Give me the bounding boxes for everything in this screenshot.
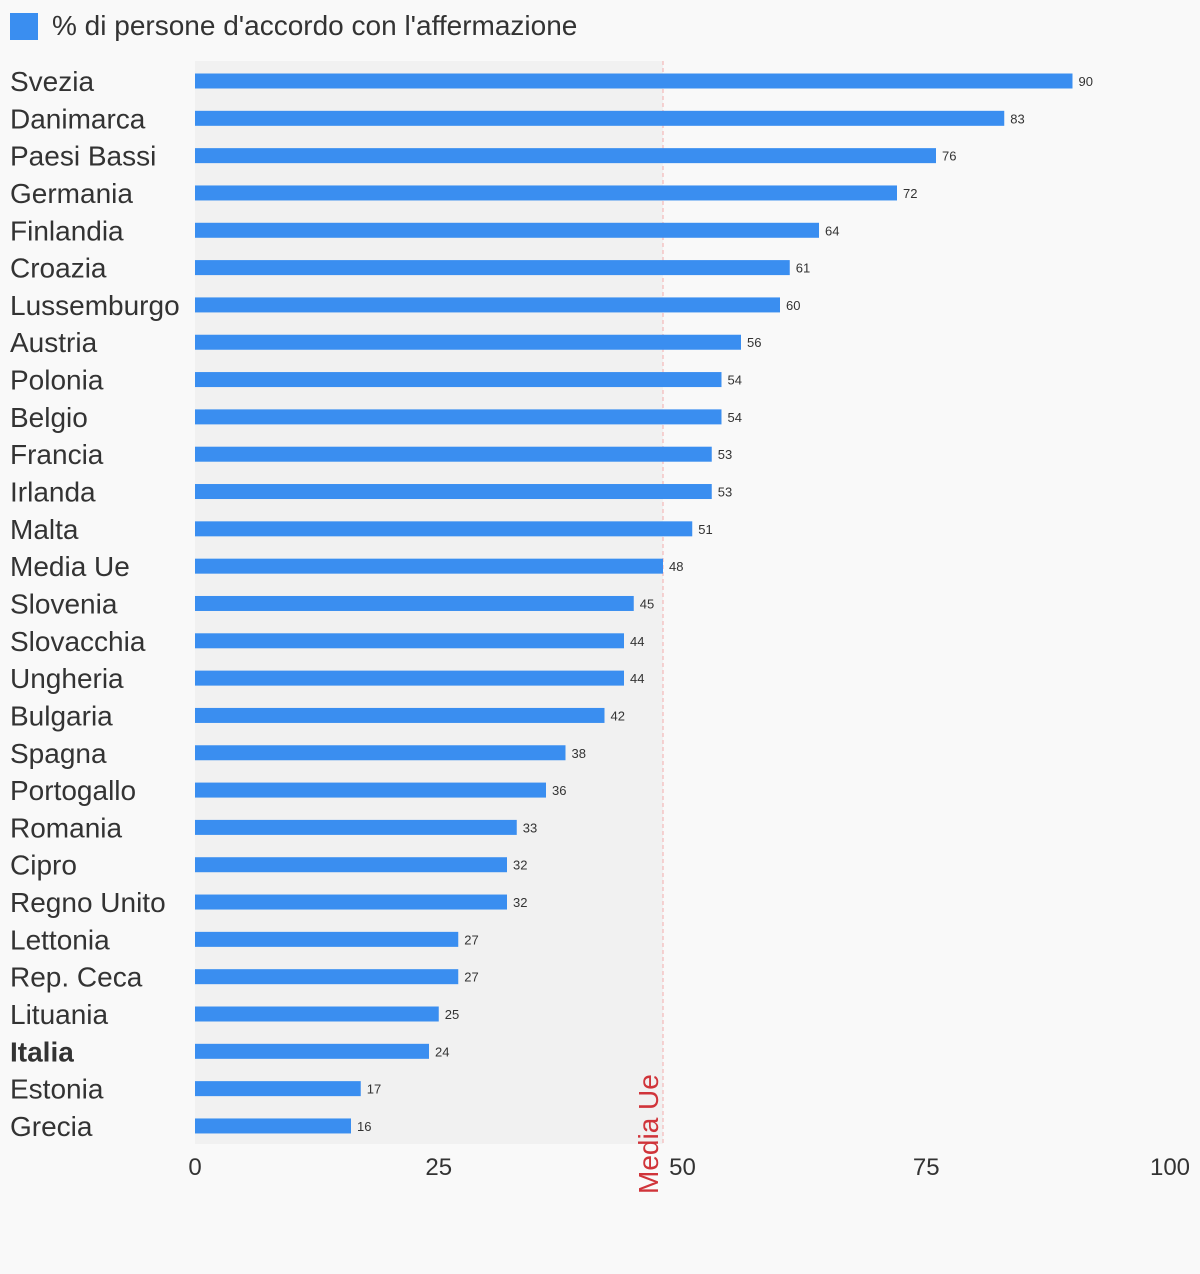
- bar-value-label: 60: [786, 298, 800, 313]
- bar: [195, 1006, 439, 1022]
- category-label: Svezia: [10, 66, 94, 97]
- legend-swatch: [10, 12, 38, 40]
- bar-value-label: 83: [1010, 111, 1024, 126]
- reference-line-label: Media Ue: [633, 1074, 664, 1194]
- bar-value-label: 16: [357, 1119, 371, 1134]
- bar: [195, 521, 693, 537]
- bar-value-label: 54: [728, 373, 742, 388]
- bar-value-label: 44: [630, 634, 644, 649]
- bar-value-label: 36: [552, 783, 566, 798]
- category-label: Croazia: [10, 253, 107, 284]
- category-label: Polonia: [10, 365, 104, 396]
- x-tick-label: 100: [1150, 1154, 1190, 1181]
- bar-value-label: 64: [825, 223, 839, 238]
- bar: [195, 931, 459, 947]
- x-tick-label: 75: [913, 1154, 940, 1181]
- legend: % di persone d'accordo con l'affermazion…: [10, 9, 577, 43]
- bar-value-label: 33: [523, 820, 537, 835]
- bar: [195, 297, 780, 313]
- bar-value-label: 76: [942, 149, 956, 164]
- bar-value-label: 48: [669, 559, 683, 574]
- bar: [195, 670, 624, 686]
- bar-value-label: 24: [435, 1044, 449, 1059]
- category-label: Bulgaria: [10, 700, 113, 731]
- bar: [195, 595, 634, 611]
- bar: [195, 484, 712, 500]
- bar: [195, 782, 546, 798]
- bar: [195, 446, 712, 462]
- category-label: Italia: [10, 1036, 74, 1067]
- bar: [195, 222, 819, 238]
- bar-value-label: 17: [367, 1082, 381, 1097]
- bar-value-label: 25: [445, 1007, 459, 1022]
- bar-value-label: 45: [640, 596, 654, 611]
- bar-value-label: 53: [718, 485, 732, 500]
- category-label: Lituania: [10, 999, 109, 1030]
- bar: [195, 148, 936, 164]
- category-label: Cipro: [10, 850, 77, 881]
- bar: [195, 969, 459, 985]
- category-label: Austria: [10, 327, 98, 358]
- category-label: Lussemburgo: [10, 290, 180, 321]
- bar: [195, 110, 1005, 126]
- category-label: Germania: [10, 178, 133, 209]
- bar: [195, 185, 897, 201]
- bar-value-label: 56: [747, 335, 761, 350]
- bar-value-label: 44: [630, 671, 644, 686]
- bar: [195, 1043, 429, 1059]
- category-label: Paesi Bassi: [10, 141, 156, 172]
- bar: [195, 73, 1073, 89]
- bar-value-label: 38: [572, 746, 586, 761]
- bar: [195, 1118, 351, 1134]
- category-label: Portogallo: [10, 775, 136, 806]
- bar-value-label: 27: [464, 932, 478, 947]
- bar-value-label: 72: [903, 186, 917, 201]
- legend-label: % di persone d'accordo con l'affermazion…: [52, 10, 578, 41]
- bar-value-label: 54: [728, 410, 742, 425]
- category-label: Malta: [10, 514, 79, 545]
- bar-value-label: 61: [796, 261, 810, 276]
- bar-value-label: 42: [611, 708, 625, 723]
- bar: [195, 558, 663, 574]
- category-label: Francia: [10, 439, 104, 470]
- bar: [195, 1081, 361, 1097]
- x-tick-label: 25: [425, 1154, 452, 1181]
- bar: [195, 745, 566, 761]
- bar: [195, 857, 507, 873]
- x-tick-label: 50: [669, 1154, 696, 1181]
- x-tick-label: 0: [188, 1154, 201, 1181]
- category-label: Regno Unito: [10, 887, 166, 918]
- category-label: Romania: [10, 812, 122, 843]
- category-label: Media Ue: [10, 551, 130, 582]
- bar: [195, 819, 517, 835]
- bar-value-label: 32: [513, 895, 527, 910]
- bar: [195, 894, 507, 910]
- category-label: Slovenia: [10, 588, 118, 619]
- bar: [195, 260, 790, 276]
- bar: [195, 372, 722, 388]
- bar-value-label: 90: [1079, 74, 1093, 89]
- category-label: Irlanda: [10, 477, 96, 508]
- bar-value-label: 53: [718, 447, 732, 462]
- bar-value-label: 32: [513, 858, 527, 873]
- category-label: Danimarca: [10, 103, 146, 134]
- bar-value-label: 27: [464, 970, 478, 985]
- category-label: Spagna: [10, 738, 107, 769]
- bar: [195, 707, 605, 723]
- category-label: Slovacchia: [10, 626, 146, 657]
- category-label: Estonia: [10, 1074, 104, 1105]
- bar: [195, 633, 624, 649]
- category-label: Rep. Ceca: [10, 962, 143, 993]
- category-label: Belgio: [10, 402, 88, 433]
- bar: [195, 409, 722, 425]
- category-label: Finlandia: [10, 215, 124, 246]
- bar-value-label: 51: [698, 522, 712, 537]
- bar: [195, 334, 741, 350]
- category-label: Lettonia: [10, 924, 110, 955]
- category-label: Grecia: [10, 1111, 93, 1142]
- category-label: Ungheria: [10, 663, 124, 694]
